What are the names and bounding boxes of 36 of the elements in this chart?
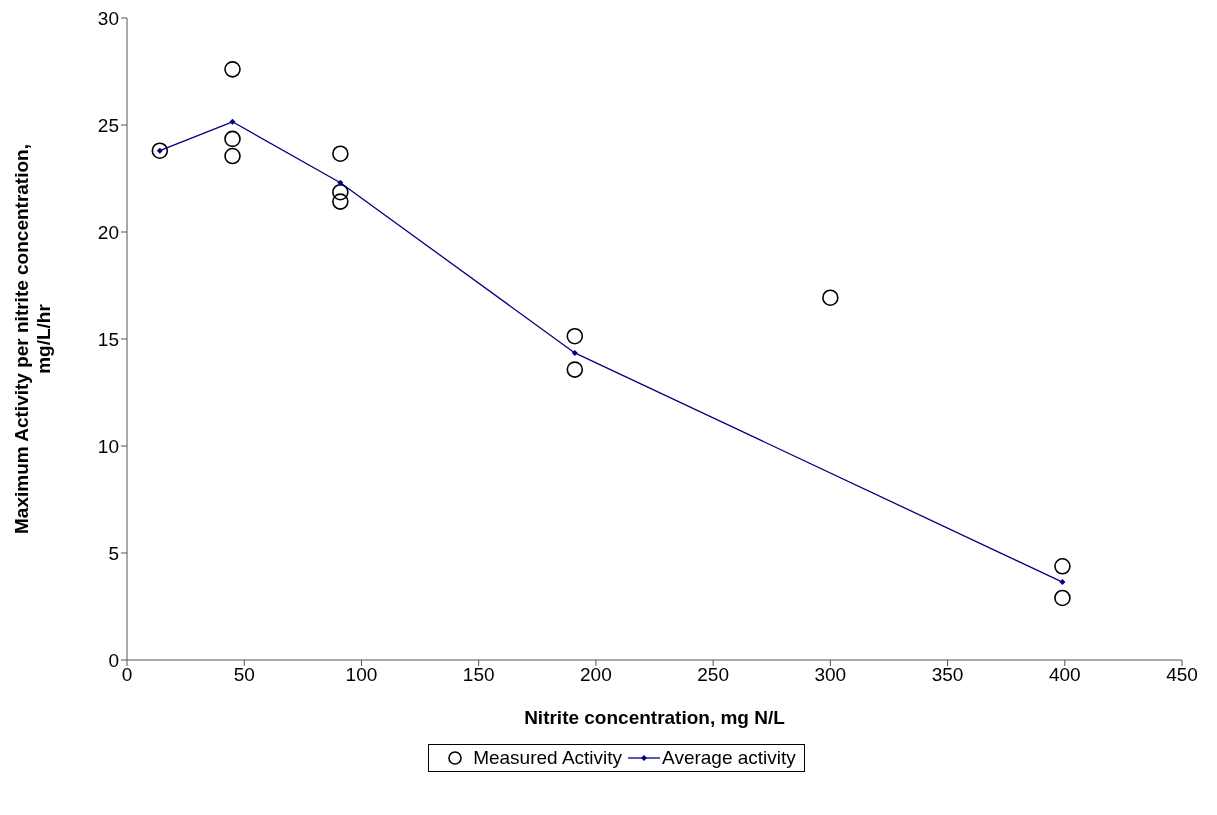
point bbox=[224, 130, 241, 148]
legend-label: Average activity bbox=[662, 747, 796, 769]
x-tick-label: 300 bbox=[814, 664, 847, 686]
point bbox=[332, 183, 349, 201]
point bbox=[229, 118, 236, 125]
y-tick-label: 10 bbox=[97, 435, 119, 457]
point bbox=[332, 193, 349, 210]
x-tick-label: 350 bbox=[931, 664, 964, 686]
x-tick-label: 250 bbox=[697, 664, 729, 686]
y-tick-label: 25 bbox=[97, 114, 119, 136]
point bbox=[571, 349, 578, 356]
point bbox=[1059, 579, 1066, 586]
y-tick-label: 15 bbox=[97, 328, 119, 350]
x-tick-label: 400 bbox=[1048, 664, 1081, 686]
y-axis-title: Maximum Activity per nitrite concentration, mg/L/hr bbox=[11, 143, 55, 536]
legend-label: Measured Activity bbox=[473, 747, 623, 769]
point bbox=[337, 179, 344, 186]
y-tick-label: 5 bbox=[108, 542, 119, 564]
x-tick-label: 100 bbox=[345, 664, 378, 686]
y-tick-label: 20 bbox=[97, 221, 119, 243]
y-tick-label: 30 bbox=[97, 7, 119, 29]
point bbox=[566, 361, 584, 378]
point bbox=[822, 289, 839, 306]
y-tick-label: 0 bbox=[108, 649, 119, 671]
point bbox=[224, 61, 241, 78]
point bbox=[224, 147, 241, 165]
x-axis-title: Nitrite concentration, mg N/L bbox=[524, 707, 786, 728]
point bbox=[1054, 557, 1071, 575]
x-tick-label: 200 bbox=[580, 664, 612, 686]
point bbox=[1054, 589, 1071, 607]
x-tick-label: 150 bbox=[462, 664, 495, 686]
point bbox=[332, 145, 349, 162]
x-tick-label: 450 bbox=[1166, 664, 1198, 686]
point bbox=[566, 327, 584, 345]
x-tick-label: 50 bbox=[233, 664, 255, 686]
point bbox=[151, 142, 169, 159]
